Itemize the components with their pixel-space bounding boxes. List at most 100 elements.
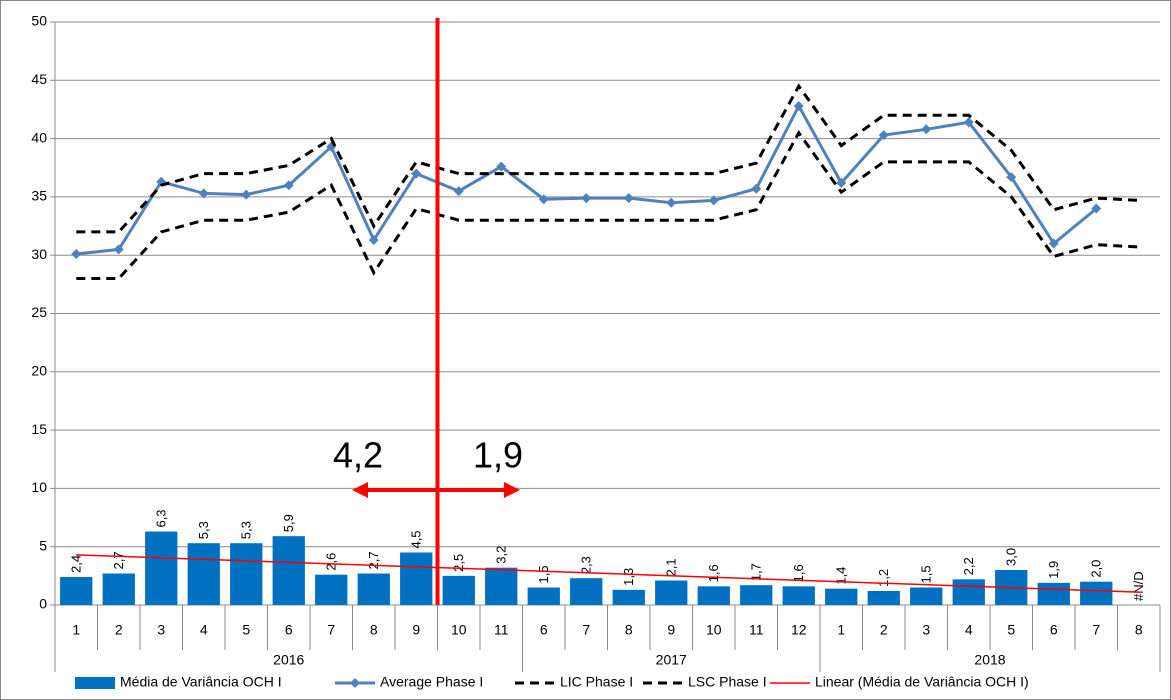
- legend-label: LSC Phase I: [688, 674, 767, 690]
- y-tick-label: 0: [39, 596, 47, 612]
- annotation: 4,2: [333, 435, 383, 476]
- data-label: 1,6: [706, 564, 721, 582]
- x-tick-label: 3: [922, 622, 930, 638]
- x-tick-label: 8: [625, 622, 633, 638]
- bar: [655, 580, 688, 605]
- bar: [910, 587, 943, 605]
- data-label: 1,4: [834, 567, 849, 585]
- bar: [1080, 581, 1113, 605]
- marker: [623, 193, 634, 204]
- marker: [581, 193, 592, 204]
- data-label: 3,0: [1004, 548, 1019, 566]
- arrow-head: [352, 482, 368, 498]
- x-tick-label: 7: [582, 622, 590, 638]
- marker: [496, 161, 507, 172]
- x-tick-label: 7: [1092, 622, 1100, 638]
- marker: [836, 177, 847, 188]
- data-label: 2,7: [366, 551, 381, 569]
- x-tick-label: 4: [200, 622, 208, 638]
- bar: [867, 591, 900, 605]
- marker: [793, 100, 804, 111]
- bar: [272, 536, 305, 605]
- bar: [527, 587, 560, 605]
- x-tick-label: 6: [540, 622, 548, 638]
- x-tick-label: 5: [1007, 622, 1015, 638]
- x-tick-label: 5: [242, 622, 250, 638]
- bar: [782, 586, 815, 605]
- marker: [1091, 203, 1102, 214]
- x-tick-label: 12: [791, 622, 807, 638]
- legend-marker: [350, 678, 360, 688]
- data-label: 1,2: [876, 569, 891, 587]
- group-label: 2018: [974, 652, 1005, 668]
- marker: [453, 186, 464, 197]
- y-tick-label: 40: [31, 129, 47, 145]
- marker: [283, 180, 294, 191]
- data-label: 1,9: [1046, 561, 1061, 579]
- data-label: 5,3: [196, 521, 211, 539]
- data-label: 2,0: [1089, 560, 1104, 578]
- x-tick-label: 9: [667, 622, 675, 638]
- x-tick-label: 2: [880, 622, 888, 638]
- data-label: 2,5: [451, 554, 466, 572]
- marker: [1006, 172, 1017, 183]
- data-label: 1,5: [919, 565, 934, 583]
- data-label: 3,2: [494, 546, 509, 564]
- marker: [878, 130, 889, 141]
- y-tick-label: 15: [31, 421, 47, 437]
- arrow-head: [504, 482, 520, 498]
- marker: [411, 168, 422, 179]
- data-label: 4,5: [409, 530, 424, 548]
- legend-label: Linear (Média de Variância OCH I): [815, 674, 1029, 690]
- marker: [538, 194, 549, 205]
- data-label: 6,3: [154, 509, 169, 527]
- bar: [145, 531, 178, 605]
- x-tick-label: 6: [1050, 622, 1058, 638]
- trend-line: [76, 554, 1139, 593]
- marker: [963, 117, 974, 128]
- y-tick-label: 10: [31, 479, 47, 495]
- bar: [400, 552, 433, 605]
- data-label: #N/D: [1131, 571, 1146, 601]
- data-label: 2,7: [111, 551, 126, 569]
- bar: [442, 575, 475, 605]
- y-tick-label: 20: [31, 363, 47, 379]
- x-tick-label: 2: [115, 622, 123, 638]
- y-tick-label: 45: [31, 71, 47, 87]
- bar: [740, 585, 773, 605]
- x-tick-label: 8: [370, 622, 378, 638]
- legend-label: Média de Variância OCH I: [120, 674, 282, 690]
- x-tick-label: 10: [706, 622, 722, 638]
- control-limit-line: [76, 83, 1139, 234]
- marker: [368, 235, 379, 246]
- x-tick-label: 4: [965, 622, 973, 638]
- marker: [71, 249, 82, 260]
- marker: [198, 188, 209, 199]
- data-label: 1,5: [536, 565, 551, 583]
- x-tick-label: 1: [72, 622, 80, 638]
- annotation: 1,9: [473, 435, 523, 476]
- data-label: 1,3: [621, 568, 636, 586]
- bar: [697, 586, 730, 605]
- x-tick-label: 1: [837, 622, 845, 638]
- y-tick-label: 35: [31, 188, 47, 204]
- x-tick-label: 10: [451, 622, 467, 638]
- x-tick-label: 7: [327, 622, 335, 638]
- y-tick-label: 30: [31, 246, 47, 262]
- bar: [187, 543, 220, 605]
- bar: [1037, 582, 1070, 605]
- bar: [357, 573, 390, 605]
- bar: [825, 588, 858, 605]
- legend-label: Average Phase I: [380, 674, 483, 690]
- bar: [612, 589, 645, 605]
- x-tick-label: 3: [157, 622, 165, 638]
- legend-swatch: [75, 677, 115, 689]
- data-label: 2,1: [664, 558, 679, 576]
- bar: [485, 567, 518, 605]
- marker: [113, 244, 124, 255]
- data-label: 5,9: [281, 514, 296, 532]
- marker: [708, 195, 719, 206]
- y-tick-label: 5: [39, 537, 47, 553]
- data-label: 2,2: [961, 557, 976, 575]
- bar: [60, 577, 93, 605]
